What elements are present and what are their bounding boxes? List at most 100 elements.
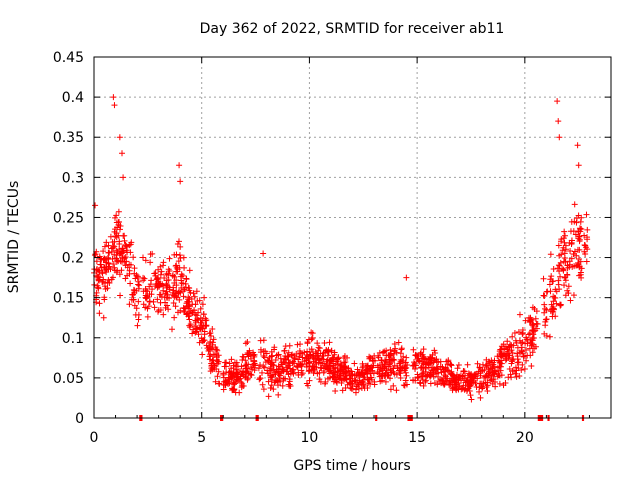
data-point xyxy=(257,337,264,344)
data-point xyxy=(573,215,580,222)
data-point xyxy=(116,134,123,141)
data-point xyxy=(92,202,99,209)
data-point xyxy=(230,379,237,386)
data-point xyxy=(308,366,315,373)
y-tick-label: 0.2 xyxy=(62,251,84,267)
data-point xyxy=(341,353,348,360)
data-point xyxy=(541,305,548,312)
y-tick-label: 0.05 xyxy=(53,371,84,387)
data-point xyxy=(435,370,442,377)
data-point xyxy=(131,265,138,272)
data-point xyxy=(497,359,504,366)
data-point xyxy=(238,363,245,370)
data-point xyxy=(256,374,263,381)
data-point xyxy=(387,386,394,393)
data-point xyxy=(178,271,185,278)
data-point xyxy=(512,370,519,377)
data-point xyxy=(501,345,508,352)
data-point xyxy=(250,349,257,356)
data-point xyxy=(557,273,564,280)
data-point xyxy=(463,387,470,394)
data-point xyxy=(453,387,460,394)
data-point xyxy=(519,348,526,355)
data-point xyxy=(559,247,566,254)
data-point xyxy=(390,356,397,363)
data-point xyxy=(358,385,365,392)
data-point xyxy=(364,363,371,370)
x-tick-label: 5 xyxy=(197,430,206,446)
data-point xyxy=(403,354,410,361)
data-point xyxy=(160,311,167,318)
data-point xyxy=(286,359,293,366)
data-point xyxy=(529,320,536,327)
data-point xyxy=(547,251,554,258)
data-point xyxy=(509,367,516,374)
data-point xyxy=(304,353,311,360)
data-point xyxy=(134,322,141,329)
data-point xyxy=(571,248,578,255)
data-point xyxy=(294,341,301,348)
data-point xyxy=(272,378,279,385)
data-point xyxy=(380,349,387,356)
data-point xyxy=(207,344,214,351)
data-point xyxy=(509,357,516,364)
x-tick-label: 10 xyxy=(301,430,319,446)
data-point xyxy=(177,289,184,296)
data-point xyxy=(216,380,223,387)
data-point xyxy=(352,389,359,396)
data-point xyxy=(260,363,267,370)
data-point xyxy=(264,370,271,377)
data-point xyxy=(325,365,332,372)
data-point xyxy=(477,370,484,377)
data-point xyxy=(541,309,548,316)
data-point xyxy=(317,359,324,366)
data-point xyxy=(552,286,559,293)
data-point xyxy=(157,271,164,278)
data-point xyxy=(135,316,142,323)
data-point xyxy=(207,333,214,340)
data-point xyxy=(120,174,127,181)
data-point xyxy=(419,376,426,383)
data-point xyxy=(282,375,289,382)
data-point xyxy=(186,322,193,329)
data-point xyxy=(479,361,486,368)
data-point xyxy=(403,372,410,379)
data-point xyxy=(554,98,561,105)
data-point xyxy=(546,281,553,288)
data-point xyxy=(473,383,480,390)
data-point xyxy=(378,377,385,384)
data-point xyxy=(303,360,310,367)
data-point xyxy=(477,394,484,401)
data-point xyxy=(461,377,468,384)
data-point xyxy=(181,305,188,312)
data-point xyxy=(203,317,210,324)
data-point xyxy=(558,301,565,308)
data-point xyxy=(525,331,532,338)
data-point xyxy=(229,373,236,380)
y-axis-label: SRMTID / TECUs xyxy=(6,181,22,294)
data-point xyxy=(367,370,374,377)
data-point xyxy=(427,380,434,387)
y-tick-label: 0.25 xyxy=(53,210,84,226)
data-point xyxy=(496,348,503,355)
data-point xyxy=(516,373,523,380)
data-point xyxy=(442,364,449,371)
data-point xyxy=(521,365,528,372)
data-point xyxy=(428,360,435,367)
data-point xyxy=(96,300,103,307)
data-point xyxy=(252,362,259,369)
data-point xyxy=(403,381,410,388)
data-point xyxy=(494,353,501,360)
data-point xyxy=(267,384,274,391)
data-point xyxy=(364,384,371,391)
x-tick-label: 0 xyxy=(90,430,99,446)
data-point xyxy=(119,245,126,252)
data-point xyxy=(95,267,102,274)
data-point xyxy=(259,381,266,388)
data-point xyxy=(199,301,206,308)
data-point xyxy=(482,373,489,380)
data-point xyxy=(222,382,229,389)
data-point xyxy=(564,264,571,271)
data-point xyxy=(299,354,306,361)
data-point xyxy=(415,374,422,381)
